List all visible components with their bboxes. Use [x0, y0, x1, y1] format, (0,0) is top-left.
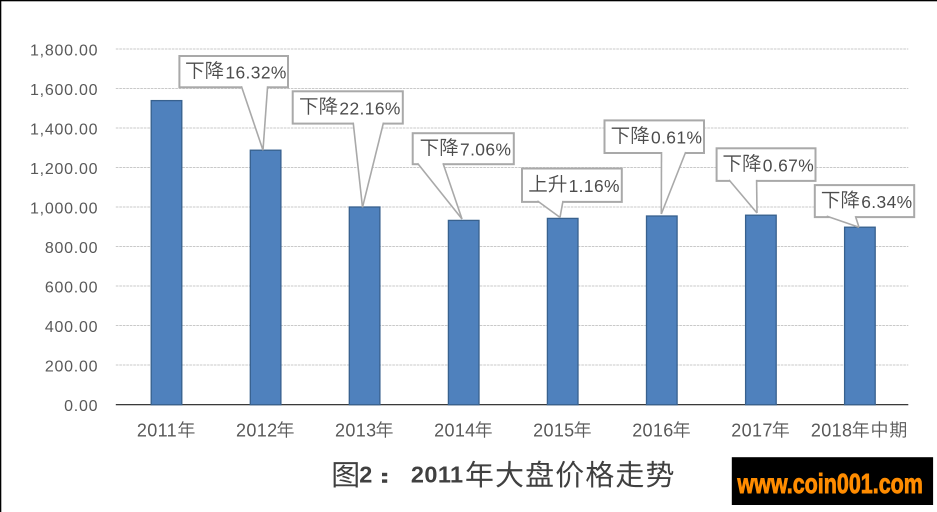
svg-text:6.34%: 6.34% [861, 192, 912, 212]
svg-text:2011: 2011 [411, 462, 464, 488]
svg-text:2017: 2017 [731, 420, 772, 440]
svg-text:7.06%: 7.06% [460, 140, 511, 160]
svg-text:1,200.00: 1,200.00 [30, 161, 98, 178]
svg-text:400.00: 400.00 [45, 319, 98, 336]
svg-text:22.16%: 22.16% [339, 98, 400, 118]
svg-text:800.00: 800.00 [45, 240, 98, 257]
svg-text:1.16%: 1.16% [569, 176, 620, 196]
svg-text:0.61%: 0.61% [651, 128, 702, 148]
svg-text:2: 2 [359, 462, 372, 488]
svg-text:1,800.00: 1,800.00 [30, 43, 98, 60]
svg-text:2014: 2014 [434, 420, 475, 440]
svg-text:2016: 2016 [632, 420, 673, 440]
svg-text:200.00: 200.00 [45, 359, 98, 376]
svg-text:600.00: 600.00 [45, 280, 98, 297]
svg-text:1,000.00: 1,000.00 [30, 201, 98, 218]
svg-text:2015: 2015 [533, 420, 574, 440]
svg-text:www.coin001.com: www.coin001.com [737, 468, 923, 499]
svg-text:1,400.00: 1,400.00 [30, 122, 98, 139]
svg-text:0.00: 0.00 [64, 398, 98, 415]
svg-text:16.32%: 16.32% [225, 63, 286, 83]
svg-text:1,600.00: 1,600.00 [30, 82, 98, 99]
svg-text:0.67%: 0.67% [763, 156, 814, 176]
svg-text:2011: 2011 [137, 420, 177, 440]
svg-text:2012: 2012 [236, 420, 277, 440]
svg-text:2018: 2018 [811, 420, 852, 440]
svg-text:2013: 2013 [335, 420, 376, 440]
